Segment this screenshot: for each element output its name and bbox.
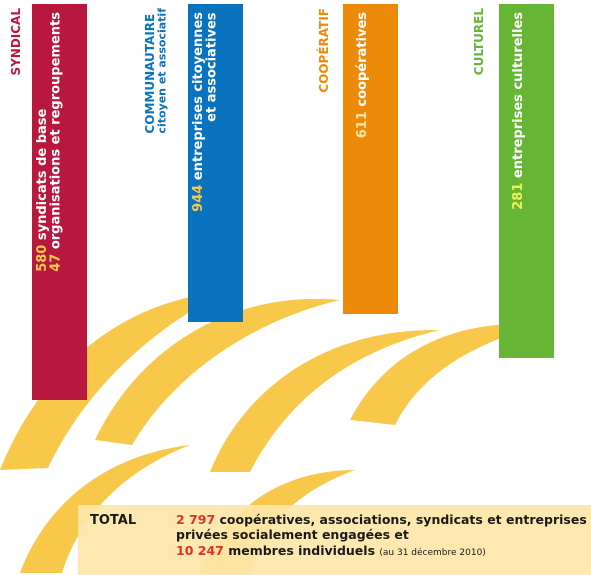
bar-cooperatif: 611 coopératives	[343, 4, 398, 314]
stat-line: 281 entreprises culturelles	[511, 12, 526, 210]
stat-number: 611	[355, 111, 370, 139]
stat-number: 944	[191, 184, 206, 212]
total-text: 2 797 coopératives, associations, syndic…	[176, 512, 591, 558]
stat-line: 944 entreprises citoyennes	[191, 12, 206, 212]
sector-title-cooperatif: COOPÉRATIF	[317, 8, 331, 93]
sector-title-culturel: CULTUREL	[472, 8, 486, 76]
bar-communautaire: 944 entreprises citoyennes et associativ…	[188, 4, 243, 322]
stat-line: 47 organisations et regroupements	[48, 12, 64, 272]
stat-line: 580 syndicats de base	[35, 12, 50, 272]
stat-line: et associatives	[204, 12, 220, 212]
stat-text: entreprises culturelles	[511, 12, 526, 179]
sector-title-syndical: SYNDICAL	[9, 8, 23, 76]
sector-title-communautaire: COMMUNAUTAIRE citoyen et associatif	[143, 8, 169, 134]
communautaire-stats: 944 entreprises citoyennes et associativ…	[191, 12, 220, 212]
stat-text: et associatives	[204, 12, 220, 122]
members-number: 10 247	[176, 542, 224, 558]
syndical-stats: 580 syndicats de base 47 organisations e…	[35, 12, 64, 272]
stat-number: 281	[511, 182, 526, 210]
sector-subtitle: citoyen et associatif	[155, 8, 169, 134]
bar-syndical: 580 syndicats de base 47 organisations e…	[32, 4, 87, 400]
total-number: 2 797	[176, 512, 216, 527]
cooperatif-stats: 611 coopératives	[355, 12, 370, 139]
stat-text: coopératives	[355, 12, 370, 107]
stat-line: 611 coopératives	[355, 12, 370, 139]
total-description: coopératives, associations, syndicats et…	[176, 512, 587, 543]
stat-text: organisations et regroupements	[48, 12, 64, 250]
stat-number: 47	[48, 253, 64, 272]
culturel-stats: 281 entreprises culturelles	[511, 12, 526, 210]
date-note: (au 31 décembre 2010)	[379, 547, 486, 558]
bar-culturel: 281 entreprises culturelles	[499, 4, 554, 358]
total-box: TOTAL 2 797 coopératives, associations, …	[78, 505, 591, 575]
total-label: TOTAL	[90, 513, 137, 528]
members-description: membres individuels	[228, 542, 376, 558]
